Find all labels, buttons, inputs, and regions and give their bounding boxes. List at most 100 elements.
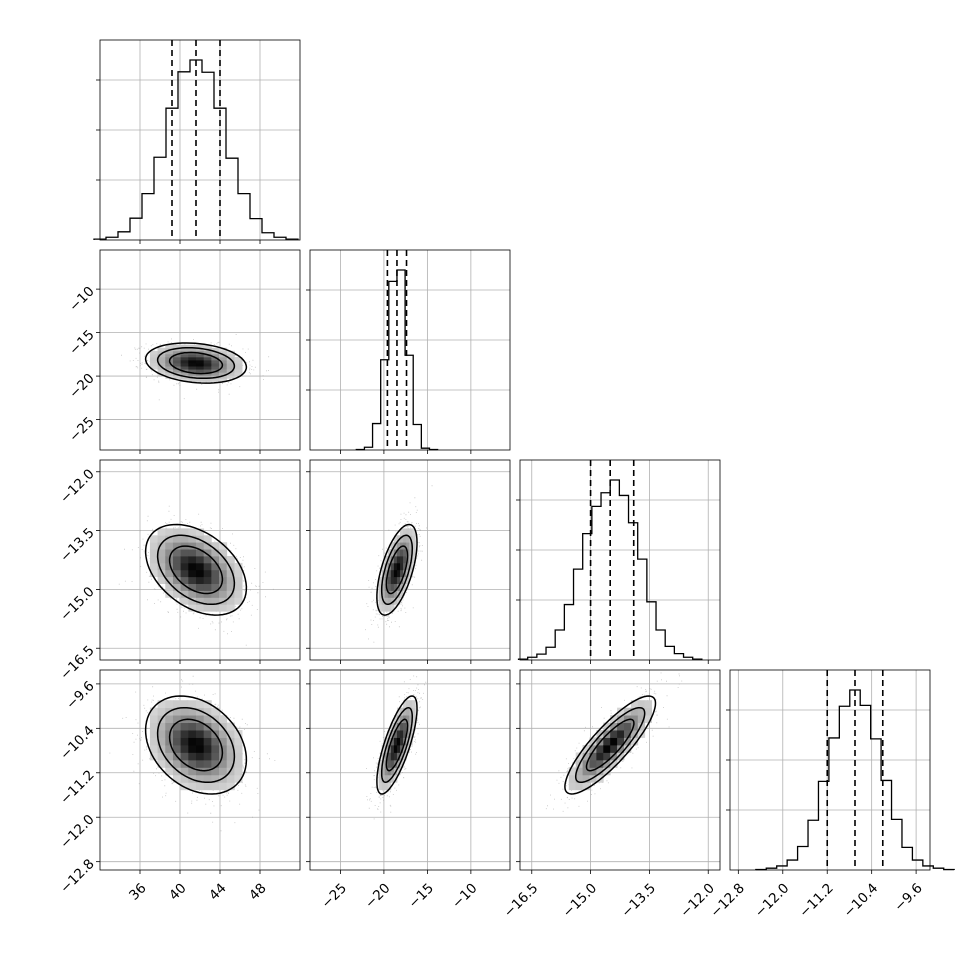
contour-line xyxy=(168,351,224,375)
y-tick-label: −20 xyxy=(66,370,97,401)
panel-frame-1-0 xyxy=(99,249,301,451)
density-cell xyxy=(188,569,197,578)
density-cell xyxy=(412,542,416,550)
density-cell xyxy=(384,590,389,598)
density-cell xyxy=(180,774,189,783)
density-cell xyxy=(403,730,407,738)
density-cell xyxy=(403,707,407,716)
density-cell xyxy=(234,356,243,361)
density-cell xyxy=(219,715,228,723)
contour-line xyxy=(156,534,236,606)
density-cell xyxy=(575,767,583,776)
density-cell xyxy=(400,528,404,536)
density-cell xyxy=(211,356,220,361)
density-cell xyxy=(400,730,404,738)
density-cell xyxy=(157,569,166,578)
density-cell xyxy=(393,722,398,731)
density-cell xyxy=(219,597,228,605)
density-cell xyxy=(390,569,395,578)
density-cell xyxy=(211,767,220,776)
density-cell xyxy=(203,363,212,367)
density-cell xyxy=(196,556,205,564)
density-cell xyxy=(617,707,625,716)
density-cell xyxy=(172,737,182,746)
density-cell xyxy=(644,707,653,716)
density-cell xyxy=(172,350,182,355)
density-cell xyxy=(234,583,243,591)
density-cell xyxy=(211,359,220,364)
panel-frame-3-0 xyxy=(99,669,301,871)
density-cell xyxy=(203,344,212,349)
density-cell xyxy=(568,767,577,776)
density-cell xyxy=(196,369,205,373)
density-cell xyxy=(219,356,228,361)
density-cell xyxy=(617,752,625,761)
density-cell xyxy=(409,562,413,571)
density-cell xyxy=(157,576,166,585)
density-cell xyxy=(390,752,395,761)
density-cell xyxy=(381,759,386,768)
density-cell xyxy=(211,752,220,761)
density-cell xyxy=(172,359,182,364)
y-tick-label: −9.6 xyxy=(63,678,97,712)
density-cell xyxy=(157,359,166,364)
density-cell xyxy=(624,737,632,746)
density-cell xyxy=(409,542,413,550)
density-cell xyxy=(149,542,158,550)
density-cell xyxy=(384,569,389,578)
density-cell xyxy=(400,590,404,598)
density-cell xyxy=(226,782,235,791)
density-cell xyxy=(157,700,166,709)
histogram-step xyxy=(517,479,703,660)
density-cell xyxy=(188,576,197,585)
histogram-0 xyxy=(93,40,299,240)
density-cell xyxy=(211,347,220,352)
density-cell xyxy=(203,353,212,358)
density-cell xyxy=(403,528,407,536)
contour-line xyxy=(144,342,248,384)
density-cell xyxy=(172,356,182,361)
density-cell xyxy=(219,359,228,364)
density-cell xyxy=(157,759,166,768)
density-cell xyxy=(637,715,646,723)
density-cell xyxy=(589,745,597,753)
density-cell xyxy=(396,737,401,746)
density-cell xyxy=(403,549,407,557)
density-cell xyxy=(603,752,611,761)
density-cell xyxy=(149,549,158,557)
density-cell xyxy=(196,569,205,578)
density-cell xyxy=(234,767,243,776)
density-cell xyxy=(219,369,228,373)
contour-line xyxy=(574,706,646,784)
density-cell xyxy=(165,576,174,585)
density-cell xyxy=(196,700,205,709)
density-cell xyxy=(211,737,220,746)
density-cell xyxy=(400,752,404,761)
density-cell xyxy=(412,700,416,709)
density-cell xyxy=(384,737,389,746)
density-cell xyxy=(211,378,220,382)
density-cell xyxy=(387,556,392,564)
density-cell xyxy=(403,535,407,543)
y-tick-label: −10.4 xyxy=(57,723,98,764)
density-cell xyxy=(409,707,413,716)
density-cell xyxy=(203,542,212,550)
density-cell xyxy=(219,350,228,355)
density-cell xyxy=(219,353,228,358)
density-cell xyxy=(180,535,189,543)
density-cell xyxy=(603,767,611,776)
density-cell xyxy=(384,774,389,783)
density-cell xyxy=(226,372,235,376)
density-cell xyxy=(157,752,166,761)
density-cell xyxy=(393,597,398,605)
density-cell xyxy=(400,562,404,571)
density-cell xyxy=(393,569,398,578)
histogram-2 xyxy=(517,460,703,660)
density-cell xyxy=(393,737,398,746)
density-cell xyxy=(234,597,243,605)
density-cell xyxy=(165,542,174,550)
density-cell xyxy=(172,363,182,367)
density-cell xyxy=(589,767,597,776)
density-cell xyxy=(157,350,166,355)
density-cell xyxy=(188,752,197,761)
